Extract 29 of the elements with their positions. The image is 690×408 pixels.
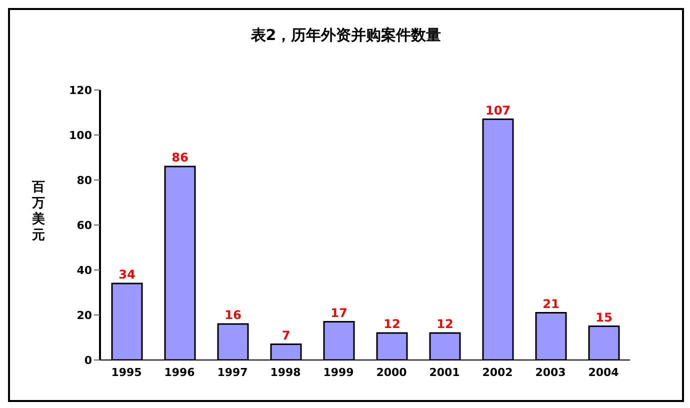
- data-label: 34: [118, 268, 136, 282]
- x-tick-label: 1996: [164, 366, 196, 379]
- data-label: 21: [542, 296, 560, 311]
- y-tick-label: 20: [76, 308, 92, 322]
- data-label: 7: [282, 328, 290, 342]
- data-label: 17: [330, 306, 348, 320]
- data-label: 12: [436, 317, 454, 331]
- x-tick-label: 2004: [588, 366, 620, 379]
- data-label: 12: [384, 317, 400, 331]
- data-label: 15: [596, 310, 612, 324]
- y-tick-label: 100: [69, 128, 92, 142]
- x-tick-label: 1997: [217, 366, 248, 379]
- x-tick-label: 2000: [376, 366, 408, 379]
- x-tick-label: 1998: [270, 366, 301, 379]
- x-tick-label: 2002: [482, 366, 513, 379]
- y-tick-label: 120: [69, 84, 92, 97]
- x-tick-label: 2001: [429, 366, 460, 379]
- y-tick-label: 80: [76, 174, 92, 187]
- x-tick-label: 1999: [323, 366, 354, 379]
- y-tick-label: 40: [76, 264, 92, 277]
- y-axis-title: 百万美元: [32, 180, 46, 244]
- data-label: 16: [224, 308, 242, 322]
- y-tick-label: 60: [76, 218, 92, 232]
- y-tick-label: 0: [84, 354, 92, 367]
- data-label: 107: [485, 103, 511, 118]
- x-tick-label: 1995: [111, 366, 142, 379]
- data-label: 86: [172, 150, 188, 164]
- chart-title: 表2，历年外资并购案件数量: [250, 26, 442, 45]
- x-tick-label: 2003: [535, 366, 566, 379]
